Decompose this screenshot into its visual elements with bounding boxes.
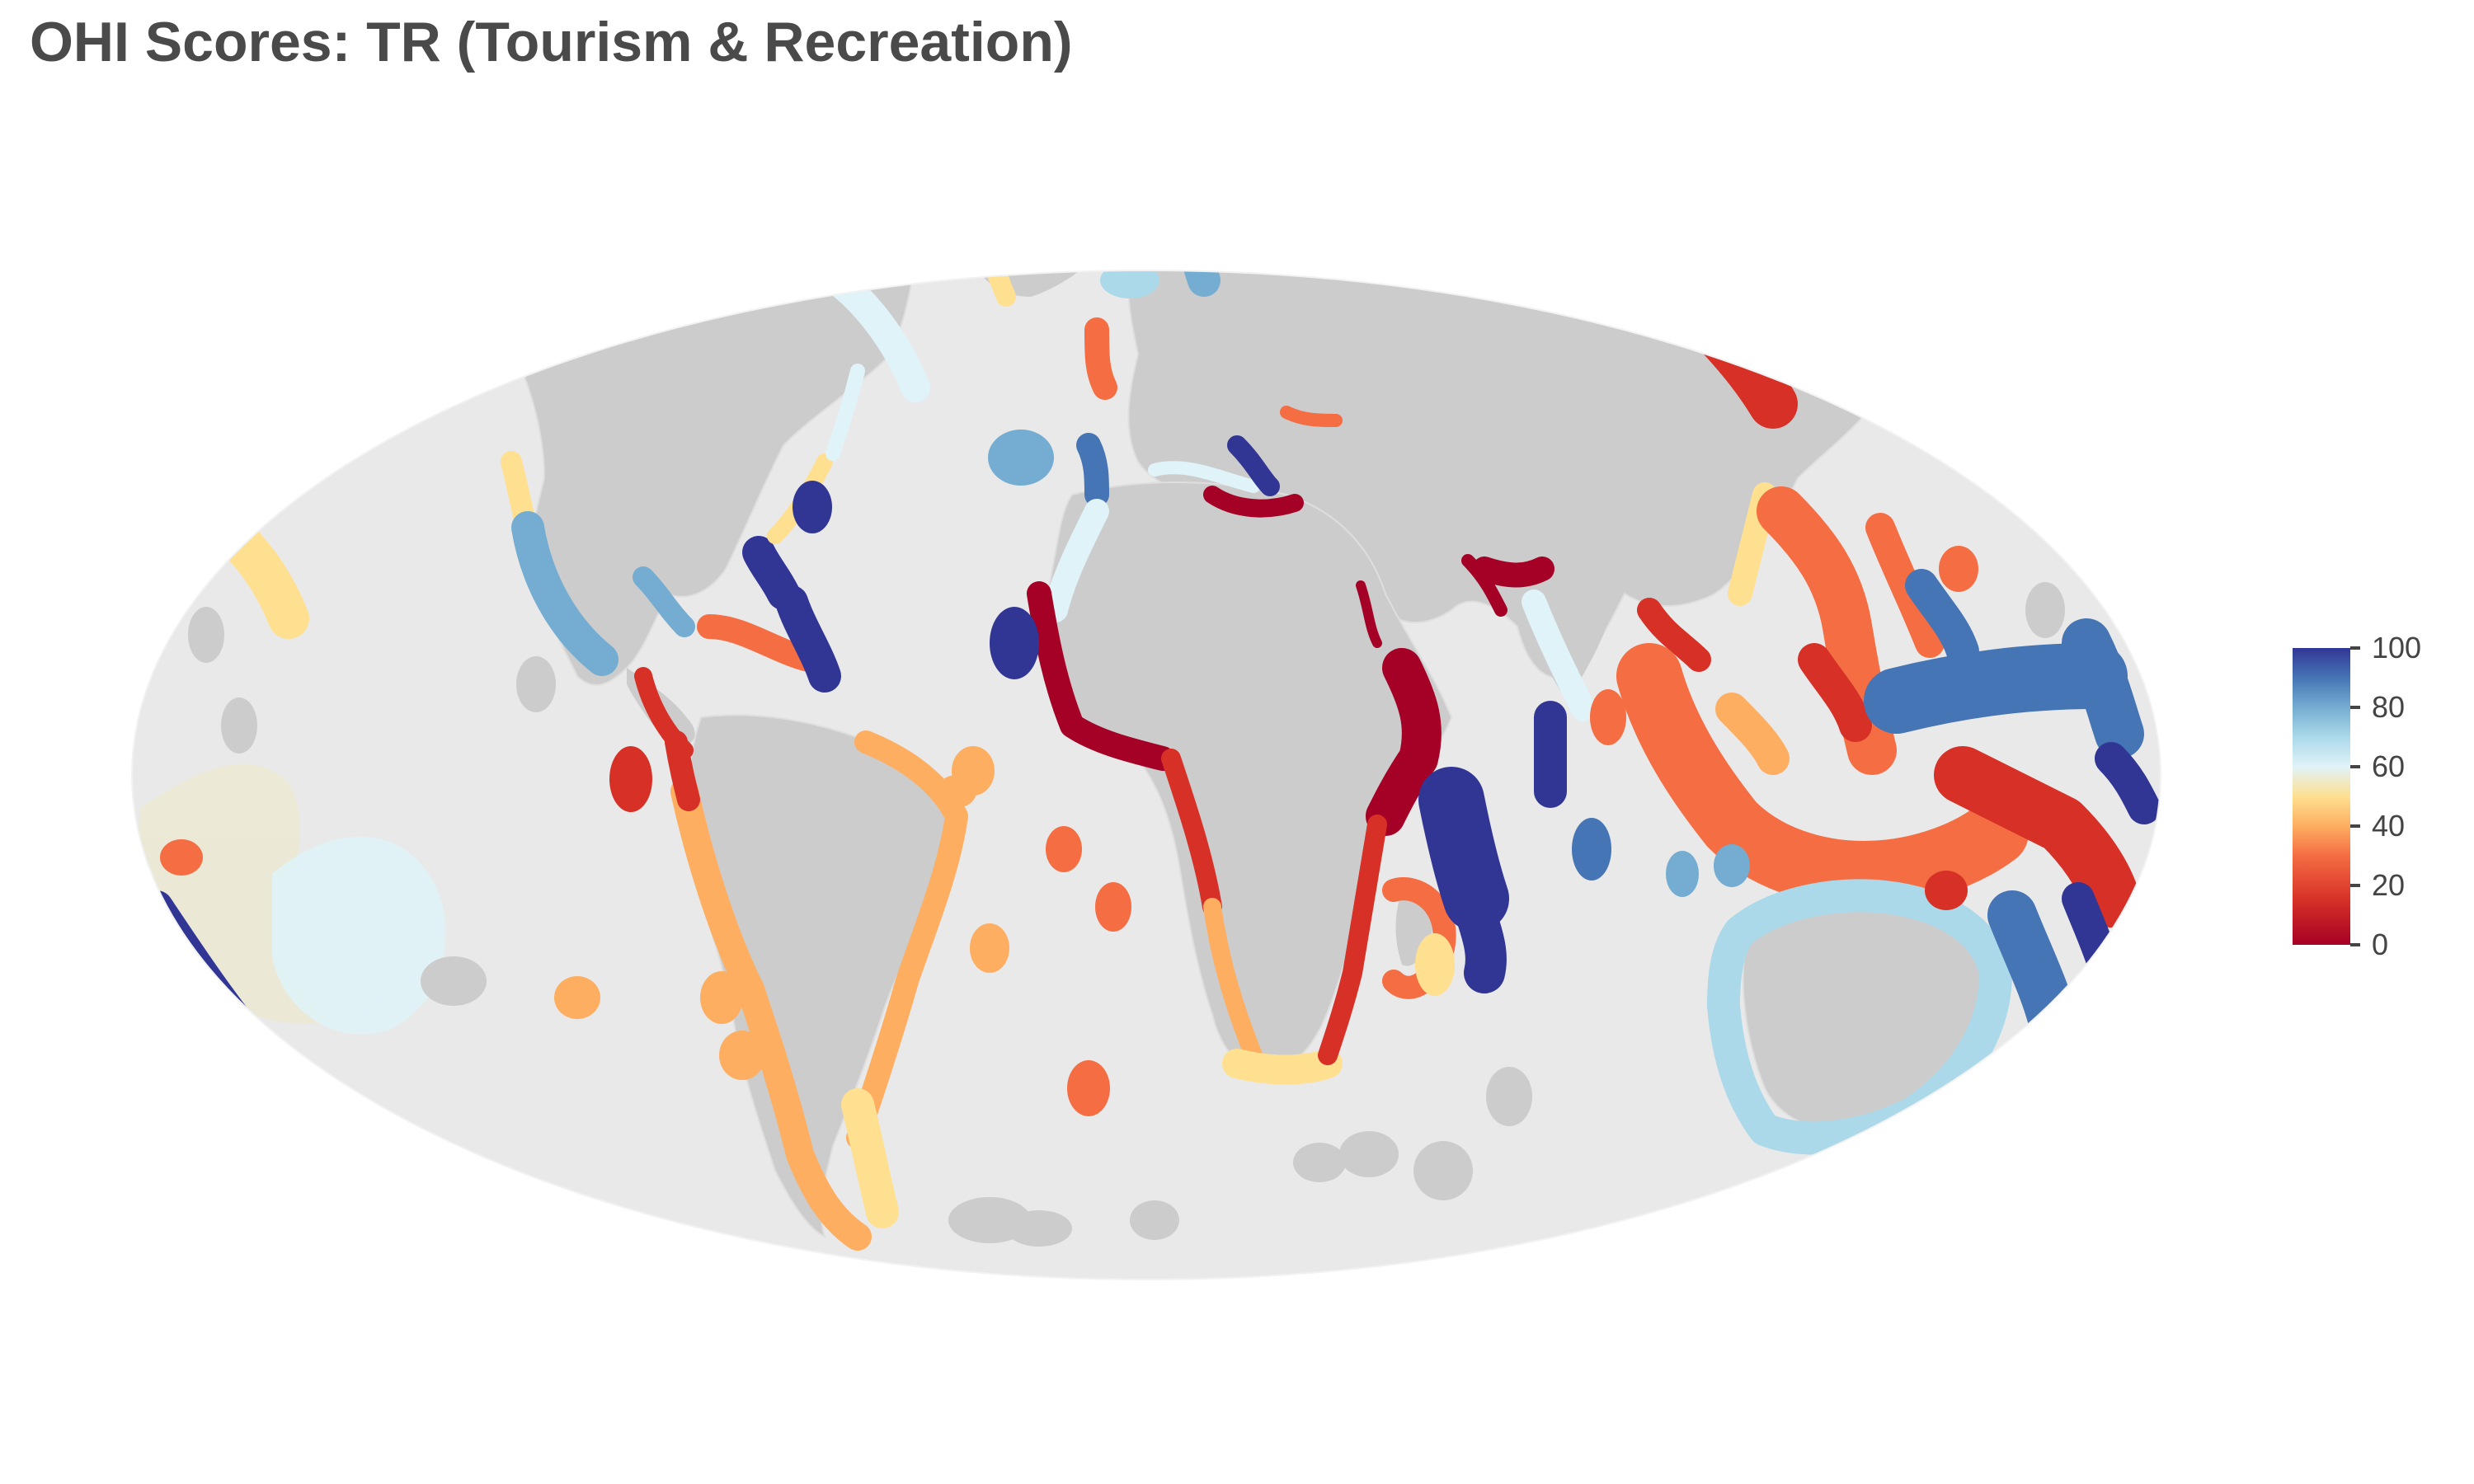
colorbar-tick [2350, 765, 2360, 768]
island-eez-blobs [160, 270, 1978, 1116]
antarctica-land [808, 1301, 1587, 1410]
colorbar-gradient [2293, 648, 2350, 945]
colorbar-tick-label: 40 [2372, 809, 2406, 843]
colorbar-tick [2350, 943, 2360, 946]
colorbar-tick-label: 60 [2372, 749, 2406, 783]
colorbar-tick [2350, 646, 2360, 650]
colorbar-tick-label: 20 [2372, 868, 2406, 902]
southern-islands [188, 582, 2065, 1247]
pacific-light-blue-zones [272, 837, 446, 1035]
globe-outline [131, 270, 2161, 1280]
colorbar-tick [2350, 884, 2360, 887]
colorbar-tick-label: 0 [2372, 928, 2389, 961]
colorbar-tick-label: 100 [2372, 631, 2422, 665]
colorbar-legend: 100 80 60 40 20 0 [2293, 633, 2441, 961]
colorbar-tick [2350, 706, 2360, 709]
colorbar-tick [2350, 824, 2360, 828]
colorbar-tick-label: 80 [2372, 690, 2406, 724]
map-title: OHI Scores: TR (Tourism & Recreation) [30, 11, 1073, 73]
